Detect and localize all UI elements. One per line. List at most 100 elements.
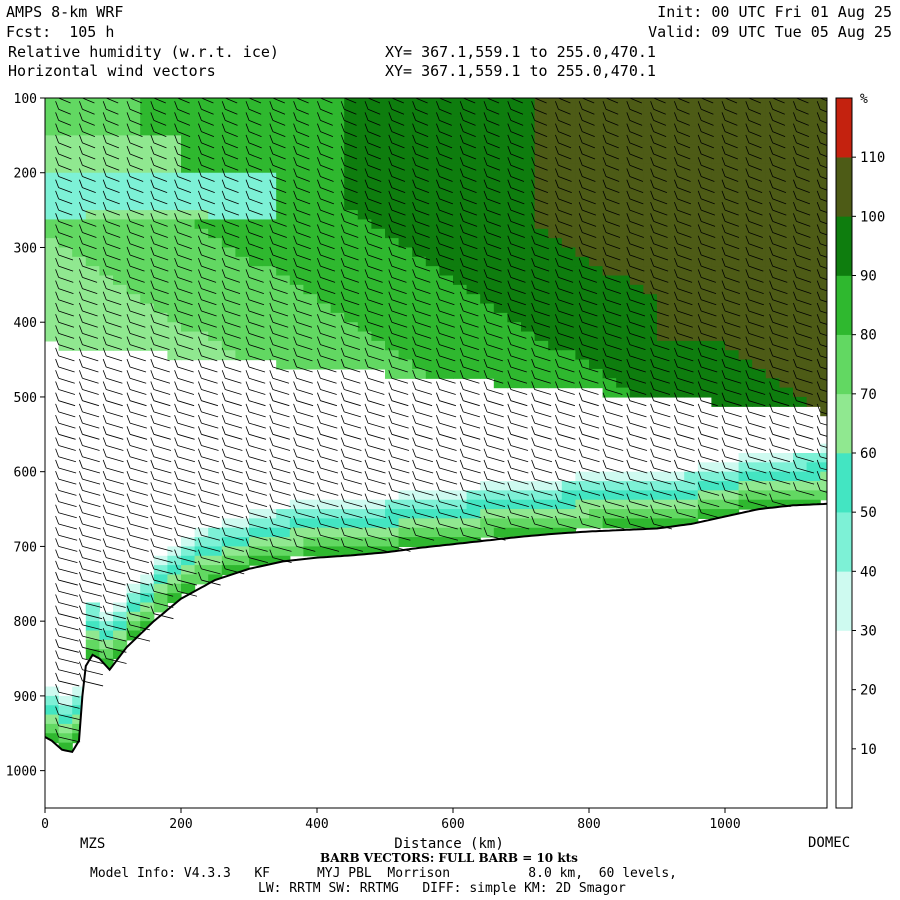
rh-cell bbox=[670, 322, 685, 333]
rh-cell bbox=[711, 191, 726, 202]
rh-cell bbox=[521, 266, 536, 277]
wind-barb bbox=[79, 616, 103, 631]
rh-cell bbox=[820, 210, 827, 221]
rh-cell bbox=[697, 98, 712, 108]
wind-barb bbox=[340, 112, 357, 126]
wind-barb bbox=[221, 224, 240, 238]
rh-cell bbox=[602, 219, 617, 230]
rh-cell bbox=[344, 191, 359, 202]
wind-barb bbox=[245, 224, 264, 238]
wind-barb bbox=[697, 336, 717, 351]
wind-barb bbox=[198, 213, 216, 227]
rh-cell bbox=[371, 98, 386, 108]
wind-barb bbox=[721, 437, 743, 451]
wind-barb bbox=[79, 347, 99, 362]
wind-barb bbox=[650, 448, 672, 463]
rh-cell bbox=[521, 182, 536, 193]
rh-cell bbox=[684, 490, 699, 501]
wind-barb bbox=[626, 291, 645, 306]
wind-barb bbox=[364, 246, 383, 261]
wind-barb bbox=[293, 426, 314, 440]
wind-barb bbox=[769, 190, 787, 205]
wind-barb bbox=[626, 504, 649, 519]
wind-barb bbox=[697, 325, 717, 339]
rh-cell bbox=[99, 144, 114, 155]
wind-barb bbox=[293, 538, 316, 552]
rh-cell bbox=[276, 219, 291, 230]
rh-cell bbox=[344, 266, 359, 277]
rh-cell bbox=[602, 238, 617, 249]
wind-barb bbox=[650, 302, 669, 317]
rh-cell bbox=[548, 219, 563, 230]
wind-barb bbox=[340, 414, 362, 429]
wind-barb bbox=[816, 426, 827, 437]
wind-barb bbox=[102, 414, 124, 429]
rh-cell bbox=[806, 238, 821, 249]
wind-barb bbox=[198, 112, 214, 126]
rh-cell bbox=[534, 527, 549, 538]
wind-barb bbox=[555, 437, 576, 451]
wind-barb bbox=[245, 145, 262, 160]
wind-barb bbox=[436, 145, 453, 160]
rh-cell bbox=[357, 154, 372, 164]
wind-barb bbox=[650, 291, 669, 306]
rh-cell bbox=[521, 200, 536, 211]
rh-cell bbox=[697, 471, 712, 482]
rh-cell bbox=[697, 191, 712, 202]
wind-barb bbox=[555, 269, 574, 283]
rh-cell bbox=[521, 172, 536, 183]
rh-cell bbox=[711, 182, 726, 193]
rh-cell bbox=[589, 107, 604, 118]
rh-cell bbox=[657, 107, 672, 118]
wind-barb bbox=[459, 392, 480, 407]
rh-cell bbox=[493, 98, 508, 108]
rh-cell bbox=[194, 303, 209, 314]
rh-cell bbox=[85, 303, 100, 314]
rh-cell bbox=[453, 219, 468, 230]
wind-barb bbox=[697, 269, 716, 283]
rh-cell bbox=[657, 294, 672, 305]
rh-cell bbox=[657, 163, 672, 174]
rh-cell bbox=[99, 331, 114, 342]
rh-cell bbox=[235, 312, 250, 323]
wind-barb bbox=[531, 347, 551, 362]
rh-cell bbox=[765, 303, 780, 314]
wind-barb bbox=[317, 302, 336, 317]
rh-cell bbox=[99, 182, 114, 193]
wind-barb bbox=[769, 145, 786, 160]
rh-cell bbox=[385, 294, 400, 305]
wind-barb bbox=[772, 98, 785, 104]
rh-cell bbox=[670, 303, 685, 314]
colorbar-label: 10 bbox=[860, 742, 877, 758]
rh-cell bbox=[181, 537, 196, 548]
rh-cell bbox=[113, 602, 128, 613]
rh-cell bbox=[235, 163, 250, 174]
rh-cell bbox=[752, 266, 767, 277]
rh-cell bbox=[99, 312, 114, 323]
rh-cell bbox=[181, 583, 196, 594]
wind-barb bbox=[412, 258, 431, 272]
rh-cell bbox=[398, 228, 413, 239]
rh-cell bbox=[820, 312, 827, 323]
wind-barb bbox=[626, 347, 646, 362]
wind-barb bbox=[79, 639, 103, 653]
rh-cell bbox=[194, 182, 209, 193]
wind-barb bbox=[221, 302, 241, 317]
wind-barb bbox=[483, 325, 503, 339]
wind-barb bbox=[745, 358, 765, 373]
wind-barb bbox=[578, 269, 597, 283]
rh-cell bbox=[194, 555, 209, 566]
rh-cell bbox=[289, 509, 304, 519]
wind-barb bbox=[721, 224, 740, 238]
rh-cell bbox=[820, 471, 827, 482]
rh-cell bbox=[249, 200, 264, 211]
wind-barb bbox=[293, 291, 312, 306]
wind-barb bbox=[769, 213, 787, 227]
rh-cell bbox=[466, 509, 481, 519]
wind-barb bbox=[221, 482, 244, 496]
rh-cell bbox=[765, 340, 780, 351]
rh-cell bbox=[779, 368, 794, 379]
rh-cell bbox=[330, 359, 345, 370]
rh-cell bbox=[289, 219, 304, 230]
rh-cell bbox=[820, 322, 827, 333]
